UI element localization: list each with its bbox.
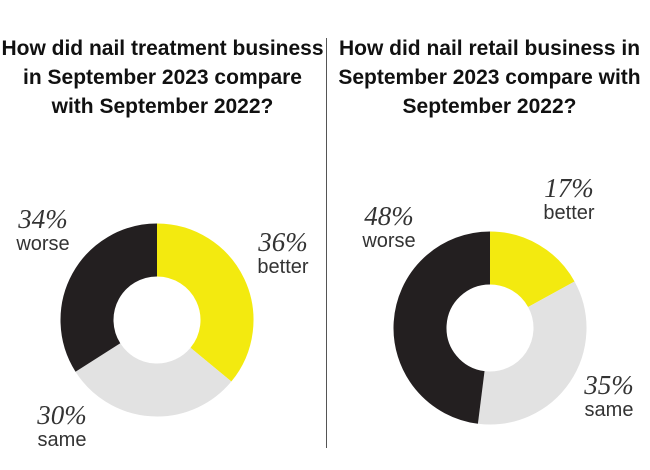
donut-segment-worse bbox=[393, 231, 492, 424]
donut-chart-retail bbox=[393, 231, 587, 425]
value-label-same: 30% bbox=[37, 400, 87, 430]
panel-divider bbox=[326, 38, 327, 448]
category-label-same: same bbox=[37, 429, 87, 451]
label-better-retail: 17% better bbox=[527, 173, 611, 225]
donut-segment-same bbox=[477, 281, 587, 425]
label-same-treatment: 30% same bbox=[22, 400, 102, 452]
donut-segment-worse bbox=[60, 223, 159, 372]
label-better-treatment: 36% better bbox=[240, 227, 326, 279]
label-same-retail: 35% same bbox=[567, 370, 650, 422]
category-label-better: better bbox=[543, 202, 595, 224]
value-label-same: 35% bbox=[584, 370, 634, 400]
donut-segment-better bbox=[488, 231, 575, 309]
chart-panel-retail: How did nail retail business in Septembe… bbox=[327, 0, 650, 470]
category-label-worse: worse bbox=[362, 230, 416, 252]
label-worse-treatment: 34% worse bbox=[4, 204, 82, 256]
value-label-better: 17% bbox=[544, 173, 594, 203]
chart-panel-treatment: How did nail treatment business in Septe… bbox=[1, 37, 326, 452]
value-label-worse: 34% bbox=[18, 204, 68, 234]
donut-chart-treatment bbox=[60, 223, 254, 417]
label-worse-retail: 48% worse bbox=[347, 201, 431, 253]
category-label-better: better bbox=[257, 256, 309, 278]
donut-segment-better bbox=[155, 223, 254, 382]
category-label-same: same bbox=[584, 399, 634, 421]
value-label-worse: 48% bbox=[364, 201, 414, 231]
value-label-better: 36% bbox=[258, 227, 308, 257]
chart-title-retail: How did nail retail business in Septembe… bbox=[338, 37, 641, 118]
category-label-worse: worse bbox=[16, 233, 70, 255]
donut-segment-same bbox=[75, 342, 232, 417]
chart-title-treatment: How did nail treatment business in Septe… bbox=[1, 37, 324, 118]
